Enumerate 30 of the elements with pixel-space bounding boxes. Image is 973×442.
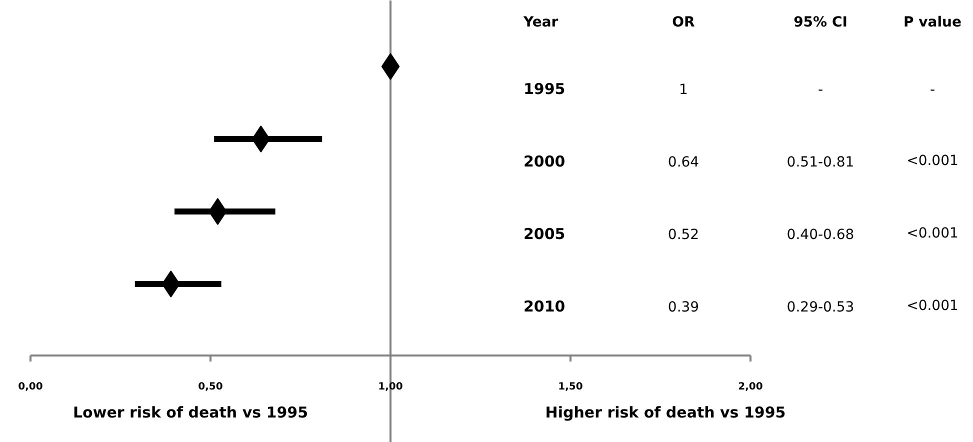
x-tick-label: 0,50 bbox=[198, 382, 223, 392]
text: Lower risk of death vs 1995 bbox=[72, 404, 308, 422]
point bbox=[162, 270, 180, 298]
y-tick-label: 2000 bbox=[524, 152, 566, 170]
x-tick-label: 0,00 bbox=[18, 382, 43, 392]
text: <0.001 bbox=[906, 225, 958, 242]
annotation: 0.64 bbox=[668, 154, 700, 170]
text: 0.29-0.53 bbox=[786, 299, 854, 316]
text: - bbox=[930, 82, 936, 98]
text: - bbox=[818, 82, 824, 98]
y-tick-label: 1995 bbox=[524, 80, 566, 98]
text: Year bbox=[522, 14, 558, 30]
y-tick-label: 2010 bbox=[524, 297, 566, 316]
point bbox=[252, 126, 270, 152]
text: Higher risk of death vs 1995 bbox=[545, 404, 786, 422]
annotation: 0.39 bbox=[668, 299, 700, 316]
text: OR bbox=[672, 14, 696, 30]
annotation: 0.52 bbox=[668, 226, 700, 243]
annotation: 1 bbox=[679, 82, 688, 98]
text: 0.51-0.81 bbox=[786, 154, 854, 170]
text: <0.001 bbox=[906, 298, 958, 314]
text: P value bbox=[904, 14, 962, 30]
text: 0.40-0.68 bbox=[786, 226, 854, 243]
text: <0.001 bbox=[906, 152, 958, 169]
y-tick-label: 2005 bbox=[524, 224, 566, 243]
text: 95% CI bbox=[794, 14, 848, 30]
x-tick-label: 2,00 bbox=[738, 382, 763, 392]
x-tick-label: 1,50 bbox=[558, 382, 583, 392]
x-tick-label: 1,00 bbox=[378, 382, 403, 392]
point bbox=[381, 53, 400, 80]
